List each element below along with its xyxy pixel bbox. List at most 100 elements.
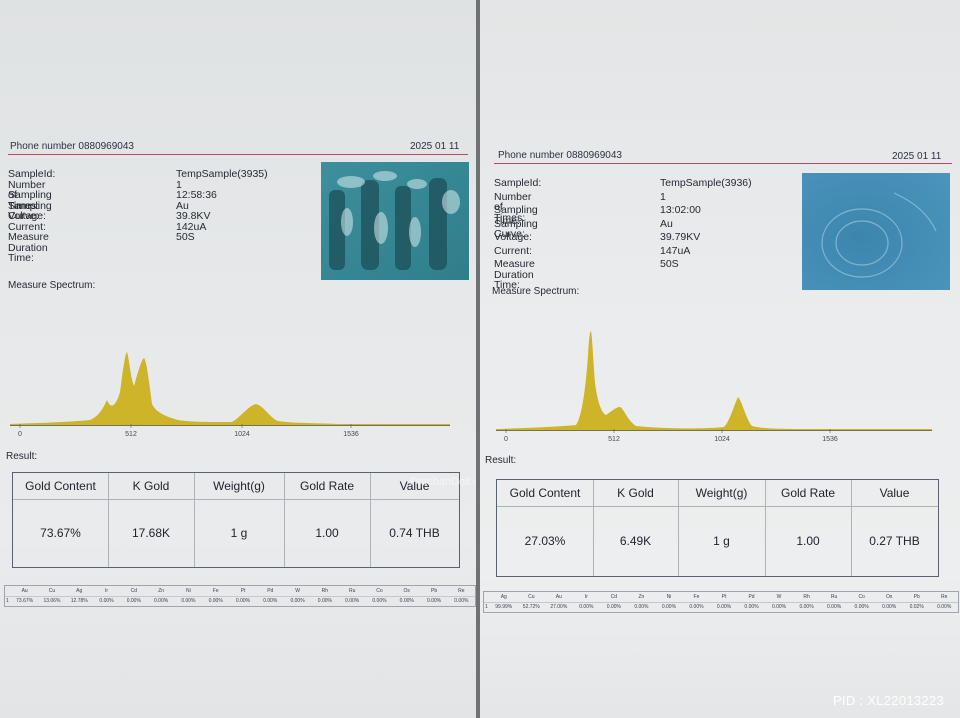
- gold-rate-value: 1.00: [315, 526, 339, 540]
- element-percent: 0.00%: [661, 604, 677, 610]
- field-label: Sampling Curve:: [8, 199, 52, 222]
- element-symbol: Fe: [693, 594, 700, 600]
- field-value: TempSample(3936): [660, 177, 752, 189]
- element-percent: 0.00%: [372, 598, 387, 604]
- header-gold-rate: Gold Rate: [780, 486, 836, 500]
- value-thb: 0.74 THB: [389, 526, 440, 540]
- gold-content-value: 73.67%: [40, 526, 81, 540]
- sample-photo: [321, 162, 469, 280]
- element-composition-strip: 1 Ag 99.99% Cu 52.72% Au 27.00% Ir 0.00% Cd 0.00%…: [483, 591, 959, 613]
- element-symbol: Cd: [610, 594, 618, 600]
- field-value: 147uA: [660, 244, 691, 257]
- field-label: Sampling Time:: [494, 204, 538, 227]
- element-percent: 0.00%: [208, 598, 223, 604]
- element-symbol: Ag: [500, 594, 507, 600]
- element-percent: 0.00%: [290, 598, 305, 604]
- element-symbol: Os: [403, 588, 410, 594]
- element-percent: 0.00%: [716, 604, 732, 610]
- element-symbol: Zn: [158, 588, 165, 594]
- header-weight: Weight(g): [695, 486, 748, 500]
- report-date: 2025 01 11: [410, 141, 460, 152]
- element-symbol: Pb: [430, 588, 438, 594]
- element-symbol: Ir: [584, 594, 588, 600]
- field-label: Number of Times:: [8, 178, 46, 212]
- field-value: 1: [176, 178, 182, 191]
- spectrum-label: Measure Spectrum:: [8, 280, 96, 291]
- report-date: 2025 01 11: [892, 151, 942, 162]
- element-symbol: Re: [941, 594, 948, 600]
- element-percent: 0.00%: [689, 604, 704, 610]
- field-label: SampleId:: [8, 168, 56, 180]
- table-divider: [108, 473, 109, 567]
- element-symbol: Pt: [721, 594, 727, 600]
- field-label: Sampling Time:: [8, 189, 52, 212]
- field-label: Current:: [8, 220, 46, 233]
- field-value: 50S: [660, 258, 679, 270]
- element-percent: 52.72%: [522, 604, 540, 610]
- element-symbol: W: [776, 594, 782, 600]
- element-percent: 0.00%: [345, 598, 360, 604]
- element-percent: 0.00%: [154, 598, 169, 604]
- k-gold-value: 17.68K: [131, 526, 171, 540]
- element-symbol: Ni: [186, 588, 191, 594]
- element-symbol: Rh: [321, 588, 329, 594]
- element-symbol: Ni: [666, 594, 672, 600]
- photo-id-label: PID : XL22013223: [832, 693, 944, 708]
- table-divider: [284, 473, 285, 567]
- field-value: 50S: [176, 231, 195, 243]
- header-value: Value: [879, 486, 910, 500]
- element-percent: 0.00%: [317, 598, 332, 604]
- header-gold-content: Gold Content: [509, 486, 581, 500]
- element-symbol: Co: [376, 588, 383, 594]
- element-symbol: Au: [21, 588, 28, 594]
- element-symbol: Co: [858, 594, 865, 600]
- header-gold-rate: Gold Rate: [299, 479, 355, 493]
- field-label: Sampling Curve:: [494, 217, 538, 240]
- tick-label: 512: [125, 431, 137, 438]
- element-symbol: Pt: [240, 588, 246, 594]
- element-symbol: Pd: [748, 594, 755, 600]
- row-number: 1: [485, 604, 488, 610]
- element-percent: 0.00%: [426, 598, 442, 604]
- element-percent: 0.00%: [634, 604, 649, 610]
- result-label: Result:: [485, 455, 517, 466]
- header-k-gold: K Gold: [617, 486, 654, 500]
- field-value: 13:02:00: [660, 204, 701, 216]
- k-gold-value: 6.49K: [619, 534, 652, 548]
- field-label: Current:: [494, 244, 532, 257]
- phone-number: Phone number 0880969043: [498, 150, 622, 161]
- header-gold-content: Gold Content: [25, 479, 96, 493]
- gold-rate-value: 1.00: [796, 534, 820, 548]
- field-label: Measure Duration Time:: [494, 258, 535, 291]
- element-symbol: Ru: [348, 588, 356, 594]
- element-symbol: Os: [885, 594, 893, 600]
- element-percent: 99.99%: [495, 604, 513, 610]
- report-sheet-left: Phone number 0880969043 2025 01 11 Sampl…: [0, 0, 476, 718]
- strip-divider: [484, 602, 958, 603]
- element-symbol: Cd: [130, 588, 138, 594]
- field-label: Measure Duration Time:: [8, 231, 49, 264]
- table-divider: [678, 480, 679, 576]
- element-symbol: W: [295, 588, 300, 594]
- tick-label: 0: [18, 431, 22, 438]
- field-value: 39.79KV: [660, 231, 701, 243]
- element-percent: 0.00%: [854, 604, 869, 610]
- element-symbol: Ag: [76, 588, 83, 594]
- table-divider: [593, 480, 594, 576]
- spectrum-chart: 0 512 1024 1536: [496, 331, 932, 443]
- element-symbol: Cu: [528, 594, 535, 600]
- element-composition-strip: 1 Au 73.67% Cu 13.06% Ag 12.78% Ir 0.00% Cd 0.00%…: [4, 585, 476, 607]
- element-percent: 0.00%: [606, 604, 621, 610]
- strip-divider: [5, 596, 475, 597]
- phone-number: Phone number 0880969043: [10, 141, 134, 152]
- element-percent: 0.00%: [579, 604, 594, 610]
- element-percent: 0.00%: [399, 598, 414, 604]
- tick-label: 512: [608, 436, 620, 443]
- table-divider: [851, 480, 852, 576]
- tick-label: 0: [504, 436, 508, 443]
- value-thb: 0.27 THB: [869, 534, 920, 548]
- element-percent: 0.00%: [126, 598, 141, 604]
- tick-label: 1024: [714, 436, 730, 443]
- sample-photo: [802, 173, 950, 290]
- element-percent: 27.00%: [550, 604, 568, 610]
